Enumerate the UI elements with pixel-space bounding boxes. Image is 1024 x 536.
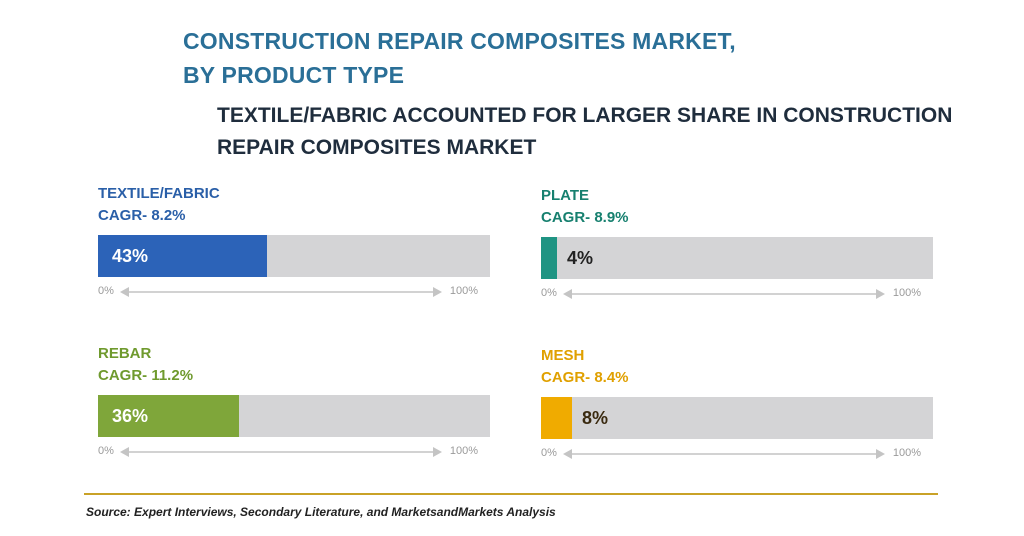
scale-axis: 0% 100% — [541, 446, 933, 462]
scale-axis: 0% 100% — [98, 284, 490, 300]
chart-subtitle-line-2: REPAIR COMPOSITES MARKET — [217, 136, 537, 159]
double-arrow-icon — [120, 447, 442, 457]
scale-min-label: 0% — [98, 445, 114, 457]
bar-track: 8% — [541, 397, 933, 439]
scale-max-label: 100% — [892, 287, 921, 299]
segment-cagr: CAGR- 8.2% — [98, 207, 186, 224]
bar-fill — [98, 235, 267, 277]
chart-title: CONSTRUCTION REPAIR COMPOSITES MARKET, B… — [183, 24, 736, 92]
scale-axis: 0% 100% — [98, 444, 490, 460]
scale-min-label: 0% — [541, 447, 557, 459]
bar-value-label: 43% — [112, 246, 149, 266]
chart-subtitle-line-1: TEXTILE/FABRIC ACCOUNTED FOR LARGER SHAR… — [217, 104, 953, 127]
scale-max-label: 100% — [892, 447, 921, 459]
segment-name: PLATE — [541, 187, 590, 204]
bar-value-label: 8% — [582, 408, 609, 428]
segment-panel-textile-fabric: TEXTILE/FABRIC CAGR- 8.2% 43% 0% 100% — [98, 185, 490, 305]
segment-panel-rebar: REBAR CAGR- 11.2% 36% 0% 100% — [98, 345, 490, 465]
chart-title-line-1: CONSTRUCTION REPAIR COMPOSITES MARKET, — [183, 28, 736, 54]
bar-fill — [98, 395, 239, 437]
chart-title-line-2: BY PRODUCT TYPE — [183, 62, 405, 88]
footer-divider — [84, 493, 938, 495]
double-arrow-icon — [563, 289, 885, 299]
segment-name: MESH — [541, 347, 585, 364]
segment-name: TEXTILE/FABRIC — [98, 185, 220, 202]
scale-max-label: 100% — [449, 285, 478, 297]
scale-min-label: 0% — [541, 287, 557, 299]
source-note: Source: Expert Interviews, Secondary Lit… — [86, 505, 556, 519]
scale-min-label: 0% — [98, 285, 114, 297]
bar-track: 43% — [98, 235, 490, 277]
bar-value-label: 4% — [567, 248, 594, 268]
scale-axis: 0% 100% — [541, 286, 933, 302]
segment-name: REBAR — [98, 345, 152, 362]
scale-max-label: 100% — [449, 445, 478, 457]
bar-track: 36% — [98, 395, 490, 437]
segment-cagr: CAGR- 8.9% — [541, 209, 629, 226]
segment-cagr: CAGR- 11.2% — [98, 367, 194, 384]
double-arrow-icon — [563, 449, 885, 459]
bar-fill — [541, 237, 557, 279]
segment-panel-plate: PLATE CAGR- 8.9% 4% 0% 100% — [541, 187, 933, 307]
bar-value-label: 36% — [112, 406, 149, 426]
segment-cagr: CAGR- 8.4% — [541, 369, 629, 386]
bar-fill — [541, 397, 572, 439]
segment-panel-mesh: MESH CAGR- 8.4% 8% 0% 100% — [541, 347, 933, 467]
double-arrow-icon — [120, 287, 442, 297]
chart-subtitle: TEXTILE/FABRIC ACCOUNTED FOR LARGER SHAR… — [217, 100, 952, 164]
bar-track: 4% — [541, 237, 933, 279]
